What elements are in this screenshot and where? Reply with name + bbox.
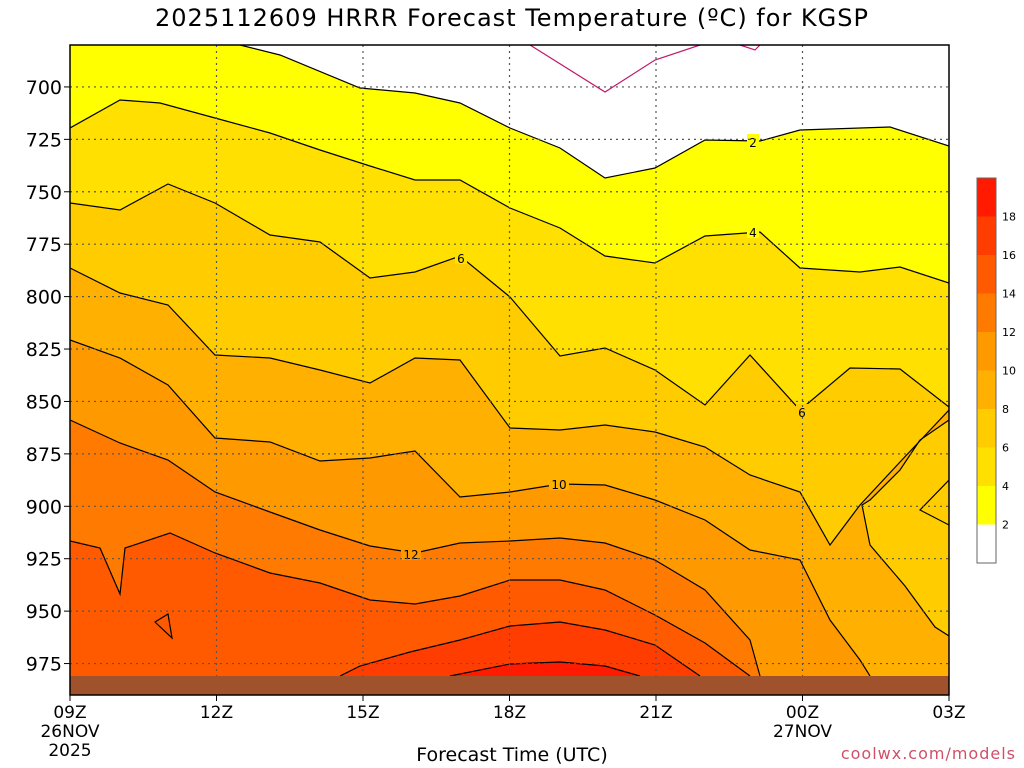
colorbar-tick-label: 18 xyxy=(1002,211,1016,224)
y-tick-label: 750 xyxy=(26,182,62,204)
contour-line-18 xyxy=(449,661,641,676)
colorbar-swatch xyxy=(977,447,996,486)
gridlines xyxy=(70,45,949,676)
contour-label: 12 xyxy=(403,548,418,562)
y-tick-label: 950 xyxy=(26,601,62,623)
y-tick-label: 975 xyxy=(26,654,62,676)
y-tick-label: 850 xyxy=(26,391,62,413)
x-axis-label: Forecast Time (UTC) xyxy=(416,744,608,766)
x-tick-label: 03Z xyxy=(932,703,965,723)
contour-line-14 xyxy=(70,532,751,676)
x-tick-sublabel: 26NOV xyxy=(40,722,99,742)
contour-label: 6 xyxy=(457,252,465,266)
x-tick-label: 15Z xyxy=(346,703,379,723)
colorbar-swatch xyxy=(977,524,996,563)
contour-line-8 xyxy=(70,267,949,547)
contour-line-12 xyxy=(70,419,761,676)
y-tick-label: 800 xyxy=(26,287,62,309)
contour-label: 4 xyxy=(749,226,757,240)
colorbar: 2 4 6 8 10 12 14 16 18 xyxy=(976,177,1016,564)
contour-label-bg xyxy=(401,546,421,560)
ground-surface xyxy=(70,676,949,695)
contour-line-2 xyxy=(239,45,949,179)
colorbar-swatch xyxy=(977,216,996,255)
band-18-plus xyxy=(450,662,640,676)
contour-label-bg xyxy=(549,476,569,490)
y-tick-label: 925 xyxy=(26,549,62,571)
colorbar-swatch xyxy=(977,486,996,525)
contour-line-16 xyxy=(339,621,701,676)
y-tick-label: 825 xyxy=(26,339,62,361)
colorbar-tick-label: 10 xyxy=(1002,365,1016,378)
colorbar-swatch xyxy=(977,293,996,332)
x-tick-label: 00Z xyxy=(786,703,819,723)
contour-label-bg xyxy=(747,224,759,238)
colorbar-tick-label: 2 xyxy=(1002,519,1009,532)
colorbar-swatch xyxy=(977,255,996,294)
white-cold-region xyxy=(240,45,949,178)
watermark: coolwx.com/models xyxy=(840,744,1016,763)
x-tick-label: 18Z xyxy=(493,703,526,723)
colorbar-swatch xyxy=(977,409,996,448)
colorbar-tick-label: 8 xyxy=(1002,403,1009,416)
y-tick-label: 775 xyxy=(26,234,62,256)
contour-label-bg xyxy=(455,250,467,264)
colorbar-tick-label: 6 xyxy=(1002,442,1009,455)
contour-label-bg xyxy=(747,134,759,148)
colorbar-swatch xyxy=(977,332,996,371)
contour-label: 10 xyxy=(551,478,566,492)
y-tick-label: 900 xyxy=(26,496,62,518)
chart-title: 2025112609 HRRR Forecast Temperature (ºC… xyxy=(155,4,869,32)
band-right-6-8 xyxy=(862,420,949,636)
contour-line-8b xyxy=(919,479,949,526)
contour-line-14b xyxy=(154,613,173,640)
x-tick-sublabel: 2025 xyxy=(48,741,91,761)
colorbar-swatch xyxy=(977,370,996,409)
y-tick-label: 700 xyxy=(26,77,62,99)
colorbar-frame xyxy=(976,177,997,564)
colorbar-tick-label: 12 xyxy=(1002,326,1016,339)
y-tick-label: 875 xyxy=(26,444,62,466)
contour-line-right xyxy=(861,419,949,637)
contour-line-10 xyxy=(70,339,871,676)
contour-label: 2 xyxy=(749,136,757,150)
y-tick-label: 725 xyxy=(26,129,62,151)
contour-line-zero xyxy=(529,45,761,93)
x-tick-label: 21Z xyxy=(639,703,672,723)
x-tick-sublabel: 27NOV xyxy=(773,722,832,742)
colorbar-swatch xyxy=(977,178,996,217)
band-16-18 xyxy=(340,622,700,676)
contour-fill-layer xyxy=(70,45,949,676)
colorbar-tick-label: 4 xyxy=(1002,480,1009,493)
colorbar-tick-label: 14 xyxy=(1002,288,1016,301)
colorbar-tick-label: 16 xyxy=(1002,249,1016,262)
y-axis: 700 725 750 775 800 825 850 875 900 925 950 975 xyxy=(26,77,70,676)
x-tick-label: 09Z xyxy=(53,703,86,723)
x-tick-label: 12Z xyxy=(200,703,233,723)
